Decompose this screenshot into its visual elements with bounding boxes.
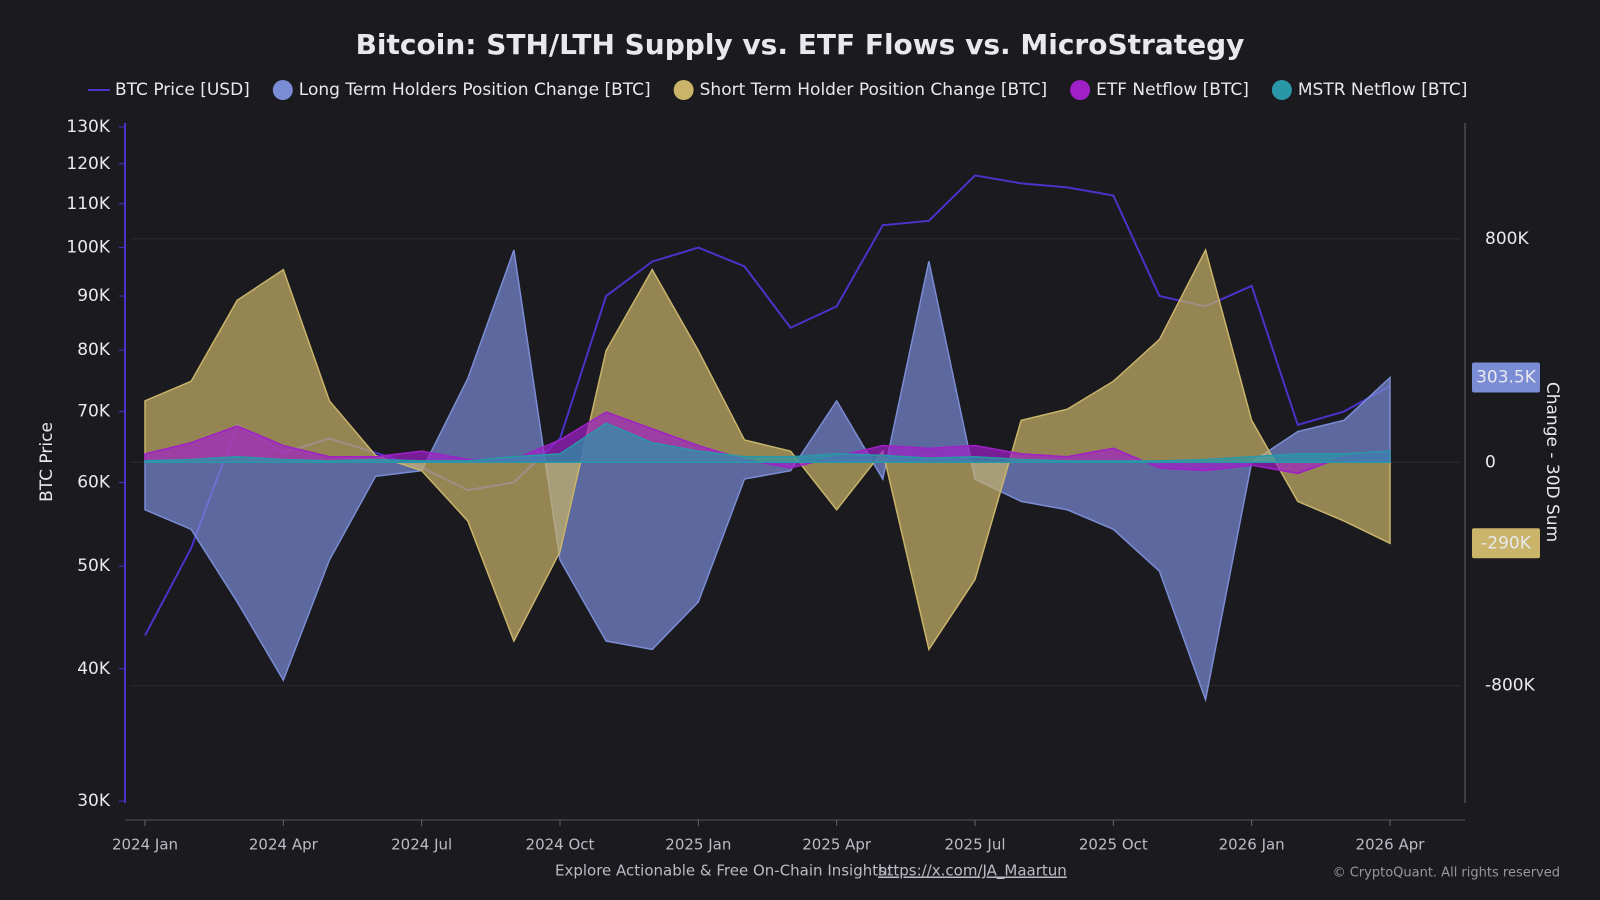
value-label: 303.5K — [1476, 368, 1537, 388]
y2-tick-label: -800K — [1485, 676, 1536, 696]
legend-label: BTC Price [USD] — [115, 80, 250, 100]
area — [144, 411, 1391, 475]
y-tick-label: 60K — [77, 472, 111, 492]
y-tick-label: 70K — [77, 402, 111, 422]
x-tick-label: 2025 Apr — [802, 836, 872, 854]
value-badge — [1472, 362, 1540, 393]
y-axis-title: BTC Price — [37, 422, 57, 502]
legend-label: ETF Netflow [BTC] — [1096, 80, 1249, 100]
chart-title: Bitcoin: STH/LTH Supply vs. ETF Flows vs… — [356, 28, 1245, 61]
x-tick-label: 2026 Apr — [1356, 836, 1426, 854]
x-tick-label: 2025 Oct — [1079, 836, 1148, 854]
x-tick-label: 2024 Jan — [112, 836, 178, 854]
x-tick-label: 2025 Jan — [665, 836, 731, 854]
y-tick-label: 50K — [77, 556, 111, 576]
legend-marker — [1271, 80, 1292, 100]
x-tick-label: 2024 Jul — [391, 836, 452, 854]
value-badge — [1472, 528, 1540, 559]
footer-link[interactable]: https://x.com/JA_Maartun — [878, 862, 1067, 881]
legend-label: Short Term Holder Position Change [BTC] — [700, 80, 1047, 100]
y-tick-label: 100K — [66, 238, 110, 258]
x-tick-label: 2026 Jan — [1219, 836, 1285, 854]
legend: BTC Price [USD] Long Term Holders Positio… — [88, 80, 1467, 100]
y-tick-label: 110K — [66, 194, 110, 214]
legend-marker — [673, 80, 694, 100]
area — [144, 422, 1391, 464]
y-tick-label: 80K — [77, 340, 111, 360]
y2-tick-label: 0 — [1485, 452, 1496, 472]
y-tick-label: 120K — [66, 154, 110, 174]
legend-label: Long Term Holders Position Change [BTC] — [299, 80, 651, 100]
y2-axis-title: Change - 30D Sum — [1542, 382, 1562, 542]
y-tick-label: 130K — [66, 117, 110, 137]
y-tick-label: 40K — [77, 659, 111, 679]
x-tick-label: 2025 Jul — [944, 836, 1005, 854]
area — [144, 248, 1391, 652]
legend-marker — [1070, 80, 1091, 100]
x-tick-label: 2024 Apr — [249, 836, 319, 854]
footer-text: Explore Actionable & Free On-Chain Insig… — [555, 862, 891, 880]
legend-label: MSTR Netflow [BTC] — [1298, 80, 1468, 100]
value-label: -290K — [1481, 533, 1532, 553]
copyright: © CryptoQuant. All rights reserved — [1333, 866, 1560, 881]
x-tick-label: 2024 Oct — [526, 836, 595, 854]
legend-marker — [272, 80, 293, 100]
y2-tick-label: 800K — [1485, 229, 1529, 249]
y-tick-label: 90K — [77, 286, 111, 306]
y-tick-label: 30K — [77, 791, 111, 811]
